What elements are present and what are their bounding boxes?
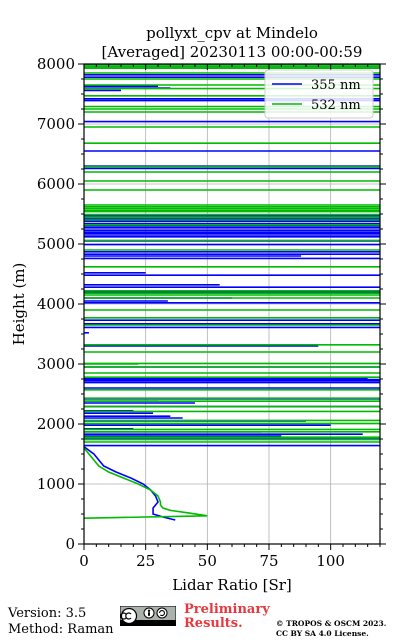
- x-tick-label: 50: [198, 552, 217, 570]
- legend-box: [264, 69, 374, 119]
- profile-line: [84, 446, 176, 521]
- chart-subtitle: [Averaged] 20230113 00:00-00:59: [102, 43, 363, 61]
- copyright-line-2: CC BY SA 4.0 License.: [276, 629, 369, 638]
- preliminary-results-note: Preliminary Results.: [184, 603, 270, 631]
- y-tick-label: 1000: [37, 475, 75, 493]
- x-tick-label: 100: [316, 552, 345, 570]
- y-tick-label: 3000: [37, 355, 75, 373]
- y-tick-label: 7000: [37, 115, 75, 133]
- y-tick-label: 0: [65, 535, 75, 553]
- x-tick-label: 75: [259, 552, 278, 570]
- method-text: Method: Raman: [8, 622, 114, 637]
- y-tick-label: 5000: [37, 235, 75, 253]
- chart-title: pollyxt_cpv at Mindelo: [146, 24, 318, 42]
- profile-line: [84, 447, 208, 519]
- y-axis-label: Height (m): [10, 263, 28, 346]
- y-tick-label: 8000: [37, 55, 75, 73]
- x-axis-label: Lidar Ratio [Sr]: [172, 576, 292, 594]
- x-tick-label: 25: [136, 552, 155, 570]
- y-tick-label: 2000: [37, 415, 75, 433]
- x-tick-label: 0: [79, 552, 89, 570]
- legend-label-355: 355 nm: [311, 78, 361, 93]
- series-532-nm: [84, 64, 380, 519]
- preliminary-line-1: Preliminary: [184, 602, 270, 617]
- preliminary-line-2: Results.: [184, 616, 243, 631]
- y-tick-label: 6000: [37, 175, 75, 193]
- legend-label-532: 532 nm: [311, 98, 361, 113]
- legend: 355 nm 532 nm: [264, 69, 374, 119]
- copyright-note: © TROPOS & OSCM 2023. CC BY SA 4.0 Licen…: [276, 619, 386, 639]
- plot-data: [84, 64, 380, 521]
- axis-ticks: 0 25 50 75 100010002000300040005000600070008…: [37, 55, 386, 570]
- copyright-line-1: © TROPOS & OSCM 2023.: [276, 619, 387, 628]
- y-tick-label: 4000: [37, 295, 75, 313]
- cc-license-logo: [120, 606, 176, 626]
- series-355-nm: [84, 65, 380, 521]
- version-text: Version: 3.5: [8, 606, 87, 621]
- grid: [83, 63, 380, 545]
